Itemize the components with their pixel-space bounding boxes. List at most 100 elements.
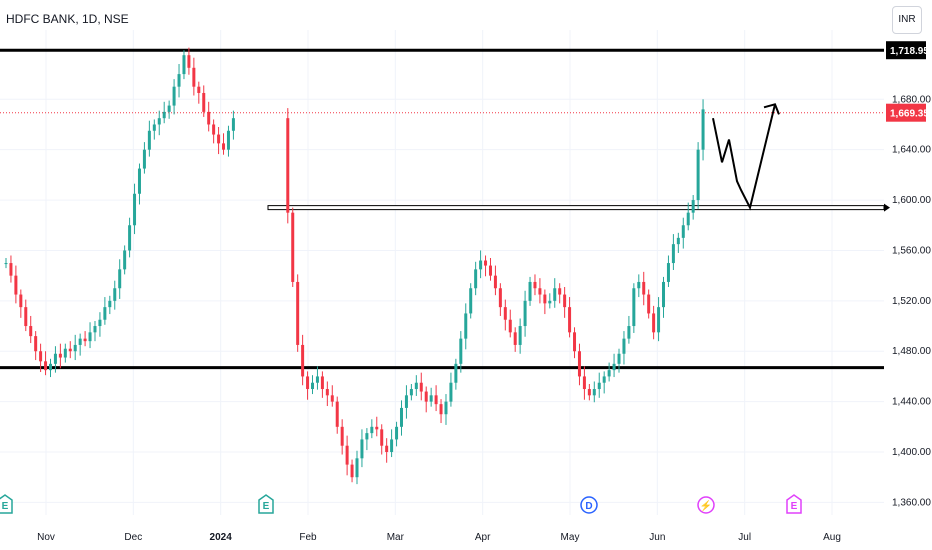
candle-body <box>488 265 492 276</box>
candle-body <box>617 353 621 364</box>
event-dividend-icon[interactable] <box>580 496 598 514</box>
candle-body <box>479 260 483 270</box>
candle-body <box>167 105 171 112</box>
event-markers[interactable]: E E D ⚡ E <box>0 494 802 514</box>
candle-body <box>48 363 52 371</box>
candle-body <box>454 363 458 383</box>
candle-body <box>538 288 542 295</box>
candle-body <box>325 389 329 396</box>
candle-body <box>306 376 310 390</box>
candle-body <box>340 426 344 446</box>
candle-body <box>137 168 141 194</box>
candle-body <box>612 363 616 371</box>
candle-body <box>113 288 117 301</box>
level-arrow <box>884 203 890 212</box>
candle-body <box>192 67 196 87</box>
candle-body <box>503 307 507 320</box>
candle-body <box>133 193 137 226</box>
chart-grid <box>0 30 884 515</box>
candle-body <box>592 389 596 396</box>
candle-body <box>444 401 448 415</box>
candle-body <box>582 376 586 390</box>
projection-line[interactable] <box>712 104 776 211</box>
candle-body <box>320 376 324 390</box>
candle-body <box>399 407 403 427</box>
candle-body <box>296 281 300 345</box>
candle-body <box>424 391 428 402</box>
candle-body <box>666 263 670 282</box>
candle-body <box>39 351 43 362</box>
candle-body <box>543 294 547 304</box>
candle-body <box>123 250 127 270</box>
candle-body <box>459 338 463 364</box>
y-tick-label: 1,560.00 <box>892 245 931 256</box>
candle-body <box>508 319 512 333</box>
price-axis[interactable]: 1,680.00 1,640.00 1,600.00 1,560.00 1,520.00… <box>892 94 931 508</box>
candle-body <box>88 332 92 342</box>
candle-body <box>434 395 438 405</box>
candle-body <box>222 143 226 150</box>
candle-body <box>315 376 319 383</box>
candle-body <box>355 458 359 478</box>
candle-body <box>632 288 636 327</box>
candle-body <box>449 382 453 402</box>
candle-body <box>696 149 700 201</box>
event-earnings-icon[interactable] <box>0 494 13 514</box>
horizontal-levels[interactable]: 1,718.95 1,669.35 <box>0 41 929 370</box>
candle-body <box>414 382 418 390</box>
resistance-band[interactable] <box>267 205 885 211</box>
candle-body <box>68 348 72 352</box>
candle-body <box>469 288 473 314</box>
candle-body <box>464 313 468 339</box>
candle-body <box>701 109 705 150</box>
candle-body <box>573 332 577 352</box>
candle-body <box>380 429 384 446</box>
candle-body <box>622 338 626 354</box>
candle-body <box>9 263 13 276</box>
candle-body <box>493 275 497 289</box>
candle-body <box>301 344 305 377</box>
event-letter: ⚡ <box>700 499 712 512</box>
candle-body <box>118 269 122 289</box>
candle-body <box>607 370 611 377</box>
candle-body <box>157 118 161 125</box>
candle-body <box>14 275 18 295</box>
event-letter: E <box>791 501 798 512</box>
candle-body <box>439 404 443 415</box>
candle-body <box>217 134 221 144</box>
candle-body <box>162 111 166 119</box>
projection-path[interactable] <box>712 103 780 211</box>
last-price-badge <box>886 103 926 122</box>
level-price-label: 1,718.95 <box>890 46 929 57</box>
event-split-icon[interactable] <box>697 496 715 514</box>
y-tick-label: 1,600.00 <box>892 195 931 206</box>
time-axis[interactable]: Nov Dec 2024 Feb Mar Apr May Jun Jul Aug <box>37 532 841 543</box>
candle-body <box>311 382 315 390</box>
candle-body <box>647 294 651 314</box>
candle-body <box>657 307 661 333</box>
candle-body <box>365 433 369 440</box>
y-tick-label: 1,440.00 <box>892 397 931 408</box>
event-earnings_upcoming-icon[interactable] <box>786 494 802 514</box>
candle-body <box>128 225 132 251</box>
candle-body <box>577 351 581 377</box>
last-price-label: 1,669.35 <box>890 109 929 120</box>
candle-body <box>637 281 641 289</box>
x-tick-label: Feb <box>299 532 317 543</box>
candle-body <box>429 395 433 402</box>
candle-body <box>375 426 379 430</box>
event-letter: D <box>585 501 592 512</box>
event-earnings-icon[interactable] <box>258 494 274 514</box>
candle-body <box>350 464 354 478</box>
candle-body <box>627 326 631 339</box>
y-tick-label: 1,480.00 <box>892 346 931 357</box>
candle-body <box>523 300 527 327</box>
candle-body <box>587 389 591 396</box>
y-tick-label: 1,400.00 <box>892 447 931 458</box>
y-tick-label: 1,360.00 <box>892 497 931 508</box>
candle-body <box>553 288 557 301</box>
currency-button[interactable]: INR <box>892 6 922 34</box>
x-tick-label: Jun <box>649 532 665 543</box>
candle-body <box>197 86 201 93</box>
